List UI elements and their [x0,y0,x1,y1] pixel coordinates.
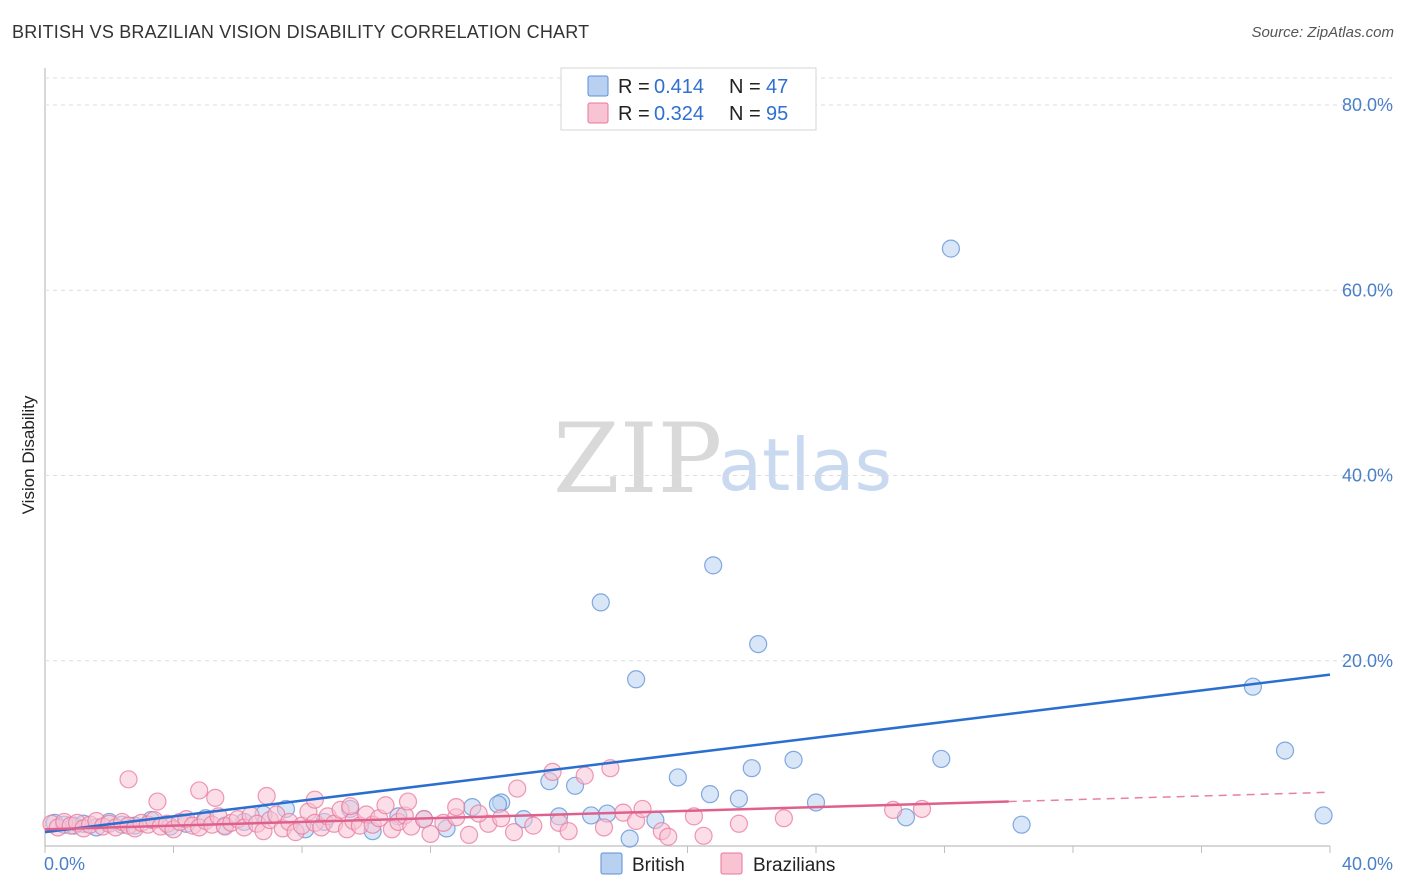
brazilians-point [119,770,138,789]
y-tick-labels: 20.0% 40.0% 60.0% 80.0% [1342,95,1393,671]
british-point [749,634,768,654]
brazilians-point [659,827,678,846]
brazilians-point [684,807,704,826]
watermark-atlas: atlas [718,423,892,507]
british-point [1243,677,1263,696]
brazilians-point [575,766,594,785]
brazilians-trend-line [44,800,1009,831]
brazilians-points [42,759,932,846]
legend-n-label-british: N = [729,76,761,98]
brazilians-point [543,762,562,782]
british-point [668,768,687,787]
brazilians-point [559,822,578,841]
brazilians-point [206,788,225,807]
brazilians-point [469,804,488,823]
british-point [626,670,646,689]
brazilians-point [594,818,614,837]
y-tick-label: 20.0% [1342,651,1393,671]
series-legend-label-british: British [632,855,685,876]
x-tick-label: 40.0% [1342,854,1393,874]
brazilians-point [376,796,395,815]
y-tick-label: 40.0% [1342,466,1393,486]
brazilians-point [524,816,543,835]
british-point [591,593,610,612]
series-legend: British Brazilians [600,852,835,876]
british-point [700,785,720,804]
brazilians-point [341,797,360,816]
series-legend-label-brazilians: Brazilians [753,855,835,876]
gridlines [45,77,1392,662]
brazilians-point [398,792,418,811]
brazilians-point [774,809,793,828]
brazilians-point [633,799,652,819]
brazilians-point [257,786,276,806]
legend-n-value-british: 47 [766,76,788,98]
brazilians-point [148,792,167,811]
legend-swatch-brazilians [587,102,609,124]
y-axis-label: Vision Disability [19,395,38,514]
brazilians-point [492,809,511,828]
x-tick-label: 0.0% [44,854,85,874]
british-point [582,806,601,825]
british-point [784,750,803,769]
y-tick-label: 60.0% [1342,280,1393,300]
y-tick-label: 80.0% [1342,95,1393,115]
brazilians-point [504,823,524,842]
legend-n-label-brazilians: N = [729,103,761,125]
british-trend-line [44,673,1331,834]
brazilians-point [508,779,527,798]
source-label: Source: ZipAtlas.com [1251,24,1394,41]
series-legend-swatch-brazilians [720,852,743,875]
legend-swatch-british [587,75,609,97]
stats-legend: R = 0.414 N = 47 R = 0.324 N = 95 [560,67,817,131]
brazilians-point [459,825,479,844]
brazilians-point [447,797,466,817]
brazilians-point [190,781,209,800]
british-point [1314,806,1333,825]
brazilians-point [694,826,713,845]
legend-r-value-british: 0.414 [654,76,704,98]
watermark-zip: ZIP [553,403,722,515]
x-tick-labels: 0.0% 40.0% [44,846,1393,874]
british-point [1275,741,1295,760]
legend-r-value-brazilians: 0.324 [654,103,704,125]
legend-r-label-british: R = [618,76,650,98]
british-point [742,759,761,778]
british-point [941,239,961,258]
british-point [704,556,723,575]
trend-lines [44,673,1331,834]
series-legend-swatch-british [600,852,623,875]
british-point [729,789,749,808]
british-point [932,749,951,769]
british-point [1012,815,1031,834]
british-points [45,239,1333,848]
british-point [620,829,639,848]
brazilians-trend-line-extension [1008,791,1331,803]
brazilians-point [421,824,440,844]
legend-r-label-brazilians: R = [618,103,650,125]
watermark: ZIP atlas [553,403,892,515]
chart-title: BRITISH VS BRAZILIAN VISION DISABILITY C… [12,22,590,42]
brazilians-point [729,814,749,833]
legend-n-value-brazilians: 95 [766,103,788,125]
